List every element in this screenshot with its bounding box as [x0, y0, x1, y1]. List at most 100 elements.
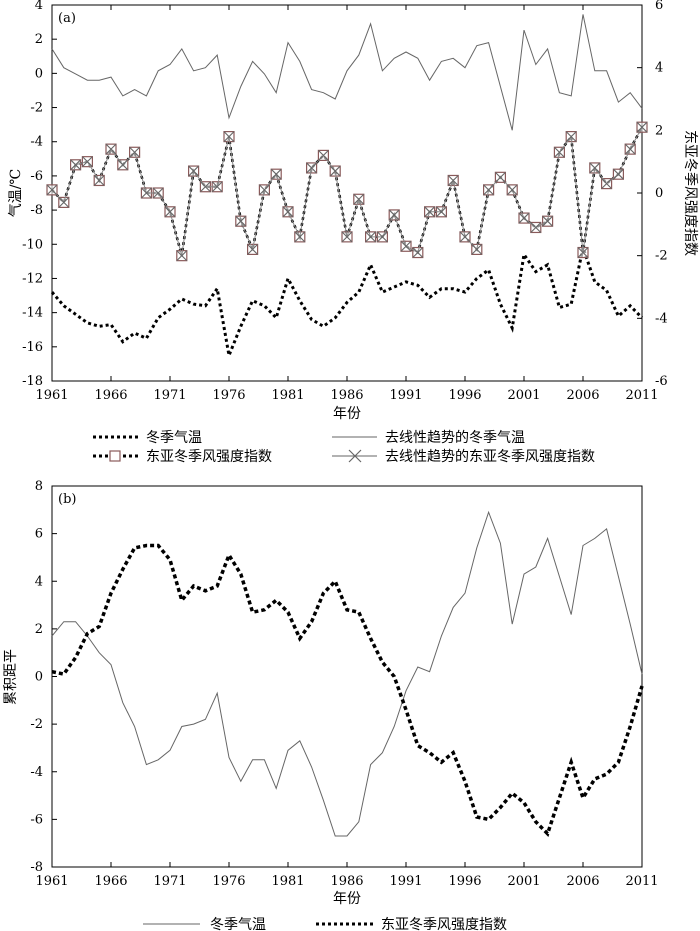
a-point-detrended-ewm [624, 143, 636, 155]
a-point-detrended-ewm [353, 193, 365, 205]
a-right-tick-label: -6 [655, 374, 668, 389]
a-point-detrended-ewm [200, 181, 211, 193]
b-y-tick-label: -2 [30, 717, 43, 732]
a-x-tick-label: 1976 [212, 388, 245, 403]
a-x-tick-label: 1986 [330, 388, 363, 403]
b-x-tick-label: 1961 [35, 874, 68, 889]
a-point-detrended-ewm [141, 187, 152, 199]
panel-a-x-axis: 1961 1966 1971 1976 1981 1986 1991 1996 2001 2006… [35, 5, 659, 403]
panel-a-x-axis-title: 年份 [333, 406, 361, 422]
a-point-detrended-ewm [554, 146, 565, 158]
a-point-detrended-ewm [388, 209, 400, 221]
b-x-tick-label: 1976 [212, 874, 245, 889]
a-point-detrended-ewm [542, 215, 553, 227]
a-point-detrended-ewm [589, 162, 601, 174]
legend-a-marker-cross [348, 449, 362, 463]
b-line-ewm-index [51, 543, 644, 837]
a-point-detrended-ewm [223, 131, 235, 142]
a-point-detrended-ewm [235, 215, 247, 227]
a-point-detrended-ewm [318, 150, 329, 161]
b-y-tick-label: 8 [35, 479, 43, 494]
a-x-tick-label: 2001 [507, 388, 540, 403]
panel-a-right-axis: 6 4 2 0 -2 -4 -6 [637, 0, 668, 389]
panel-a-frame [51, 4, 643, 382]
a-point-detrended-ewm [270, 168, 282, 180]
legend-b-label-ewm-index: 东亚冬季风强度指数 [381, 917, 507, 931]
b-y-tick-label: -4 [30, 765, 43, 780]
legend-b-label-winter-temp: 冬季气温 [210, 917, 266, 931]
legend-a-item-ewm-index: 东亚冬季风强度指数 [93, 449, 272, 465]
legend-a-item-detrended-temp: 去线性趋势的冬季气温 [332, 430, 525, 446]
a-left-tick-label: -16 [22, 340, 43, 355]
panel-a-left-axis-title: 气温/℃ [8, 169, 24, 217]
panel-a-left-axis: 4 2 0 -2 -4 -6 -8 -10 -12 -14 -16 -18 [22, 0, 57, 389]
b-x-tick-label: 1971 [153, 874, 186, 889]
a-point-detrended-ewm [58, 197, 70, 208]
a-point-detrended-ewm [577, 247, 589, 258]
a-left-tick-label: 4 [35, 0, 43, 13]
panel-b-y-axis-title: 累积距平 [3, 649, 19, 705]
panel-b-x-axis-title: 年份 [333, 891, 361, 907]
a-point-detrended-ewm [282, 206, 294, 218]
a-point-detrended-ewm [188, 165, 199, 177]
legend-a-label-winter-temp: 冬季气温 [146, 430, 202, 446]
a-point-detrended-ewm [105, 143, 117, 155]
legend-b-item-ewm-index: 东亚冬季风强度指数 [316, 917, 507, 931]
a-point-detrended-ewm [400, 240, 412, 252]
panel-a-right-axis-title: 东亚冬季风强度指数 [682, 130, 698, 256]
a-point-detrended-ewm [412, 247, 424, 258]
a-left-tick-label: -14 [22, 306, 43, 321]
b-x-tick-label: 1981 [271, 874, 304, 889]
a-point-detrended-ewm [329, 165, 341, 177]
legend-a-label-detrended-ewm: 去线性趋势的东亚冬季风强度指数 [385, 449, 595, 465]
a-point-detrended-ewm [247, 244, 258, 255]
a-left-tick-label: -6 [30, 169, 43, 184]
a-left-tick-label: 2 [35, 32, 43, 47]
legend-a-item-detrended-ewm: 去线性趋势的东亚冬季风强度指数 [332, 449, 595, 465]
b-x-tick-label: 1986 [330, 874, 363, 889]
a-right-tick-label: 0 [655, 186, 663, 201]
b-x-tick-label: 1991 [389, 874, 422, 889]
a-point-detrended-ewm [530, 222, 542, 233]
a-left-tick-label: -18 [22, 374, 43, 389]
a-point-detrended-ewm [565, 131, 577, 142]
a-point-detrended-ewm [211, 181, 223, 193]
b-y-tick-label: 0 [35, 670, 43, 685]
a-left-tick-label: -12 [22, 271, 43, 286]
legend-b-item-winter-temp: 冬季气温 [143, 917, 266, 931]
panel-a-label: (a) [58, 11, 76, 26]
a-x-tick-label: 1966 [94, 388, 127, 403]
a-x-tick-label: 1996 [448, 388, 481, 403]
a-point-detrended-ewm [613, 168, 624, 180]
a-point-detrended-ewm [93, 175, 105, 186]
a-x-tick-label: 1991 [389, 388, 422, 403]
a-right-tick-label: 4 [655, 61, 663, 76]
a-left-tick-label: -2 [30, 101, 43, 116]
a-line-detrended-temp [51, 14, 643, 131]
a-point-detrended-ewm [447, 175, 459, 186]
a-series-3 [46, 121, 648, 262]
b-x-tick-label: 2006 [566, 874, 599, 889]
panel-b-x-axis: 1961 1966 1971 1976 1981 1986 1991 1996 2001 2006… [35, 862, 659, 889]
a-point-detrended-ewm [129, 146, 140, 158]
a-point-detrended-ewm [365, 231, 376, 243]
b-y-tick-label: 6 [35, 527, 43, 542]
a-x-tick-label: 1981 [271, 388, 304, 403]
b-x-tick-label: 1996 [448, 874, 481, 889]
a-point-detrended-ewm [471, 244, 483, 255]
a-left-tick-label: -8 [30, 203, 43, 218]
a-right-tick-label: -2 [655, 249, 668, 264]
a-point-detrended-ewm [483, 184, 494, 196]
a-point-detrended-ewm [506, 184, 518, 196]
legend-a-marker-square [109, 450, 121, 462]
a-point-detrended-ewm [495, 171, 506, 183]
a-point-detrended-ewm [436, 206, 447, 218]
b-y-tick-label: 2 [35, 622, 43, 637]
a-left-tick-label: -10 [22, 237, 43, 252]
b-x-tick-label: 1966 [94, 874, 127, 889]
a-point-detrended-ewm [424, 206, 435, 218]
a-point-detrended-ewm [152, 187, 164, 199]
panel-b-series [51, 510, 644, 837]
a-point-detrended-ewm [601, 178, 612, 189]
